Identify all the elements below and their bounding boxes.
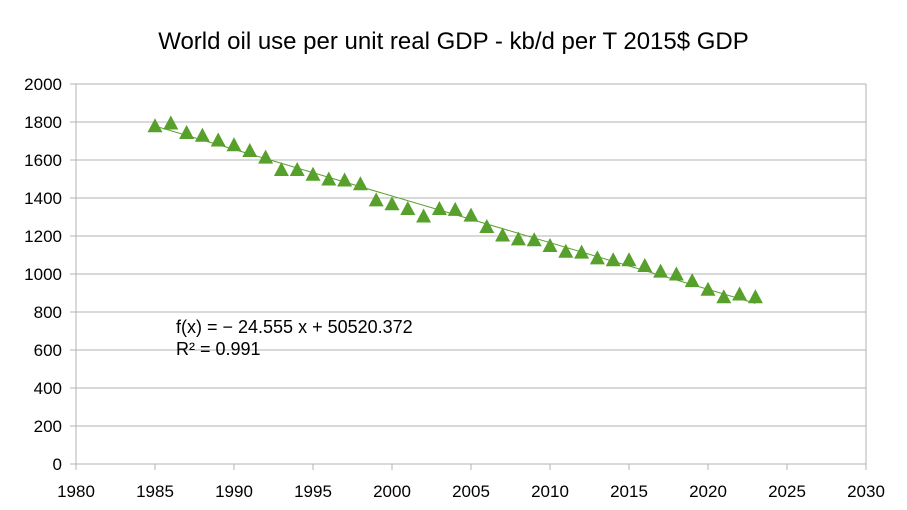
x-tick-label: 2030 xyxy=(847,482,885,501)
data-point xyxy=(605,252,621,267)
y-tick-label: 2000 xyxy=(24,75,62,94)
data-point xyxy=(526,232,542,247)
x-tick-label: 1985 xyxy=(136,482,174,501)
data-points xyxy=(147,115,763,304)
data-point xyxy=(668,266,684,281)
y-tick-label: 800 xyxy=(34,303,62,322)
data-point xyxy=(147,118,163,133)
data-point xyxy=(337,172,353,187)
y-tick-label: 1000 xyxy=(24,265,62,284)
x-tick-label: 1995 xyxy=(294,482,332,501)
data-point xyxy=(716,289,732,304)
data-point xyxy=(384,196,400,211)
data-point xyxy=(495,227,511,242)
data-point xyxy=(179,124,195,139)
data-point xyxy=(479,219,495,233)
r-squared-label: R² = 0.991 xyxy=(176,339,261,359)
y-tick-label: 1400 xyxy=(24,189,62,208)
data-point xyxy=(194,127,210,142)
data-point xyxy=(416,208,432,223)
data-point xyxy=(431,200,447,215)
data-point xyxy=(258,149,274,164)
data-point xyxy=(463,207,479,222)
data-point xyxy=(558,243,574,258)
x-tick-label: 1980 xyxy=(57,482,95,501)
y-tick-label: 400 xyxy=(34,379,62,398)
data-point xyxy=(305,166,321,181)
chart-title: World oil use per unit real GDP - kb/d p… xyxy=(158,28,749,55)
x-tick-label: 1990 xyxy=(215,482,253,501)
x-tick-label: 2005 xyxy=(452,482,490,501)
trendline-equation: f(x) = − 24.555 x + 50520.372 xyxy=(176,317,413,337)
x-tick-label: 2010 xyxy=(531,482,569,501)
y-tick-label: 0 xyxy=(53,455,62,474)
data-point xyxy=(352,176,368,191)
y-tick-label: 1200 xyxy=(24,227,62,246)
data-point xyxy=(242,143,258,157)
data-point xyxy=(447,201,463,216)
data-point xyxy=(542,238,558,252)
data-point xyxy=(210,132,226,147)
data-point xyxy=(400,200,416,215)
gridlines xyxy=(76,83,866,465)
data-point xyxy=(226,137,242,152)
data-point xyxy=(637,257,653,272)
data-point xyxy=(589,250,605,265)
y-tick-label: 200 xyxy=(34,417,62,436)
x-tick-label: 2000 xyxy=(373,482,411,501)
data-point xyxy=(574,244,590,259)
x-tick-label: 2015 xyxy=(610,482,648,501)
y-tick-label: 1800 xyxy=(24,113,62,132)
data-point xyxy=(273,162,289,176)
axes xyxy=(70,83,867,470)
data-point xyxy=(653,263,669,278)
data-point xyxy=(732,286,748,301)
data-point xyxy=(289,162,305,176)
y-tick-label: 1600 xyxy=(24,151,62,170)
data-point xyxy=(368,192,384,207)
data-point xyxy=(700,281,716,296)
data-point xyxy=(510,231,526,246)
data-point xyxy=(747,289,763,304)
data-point xyxy=(621,252,637,267)
data-point xyxy=(321,171,337,186)
data-point xyxy=(684,273,700,288)
data-point xyxy=(163,115,179,130)
x-tick-label: 2025 xyxy=(768,482,806,501)
y-tick-label: 600 xyxy=(34,341,62,360)
tick-labels: 0 200 400 600 800 1000 1200 1400 1600 1800 2000 198… xyxy=(24,75,885,501)
x-tick-label: 2020 xyxy=(689,482,727,501)
